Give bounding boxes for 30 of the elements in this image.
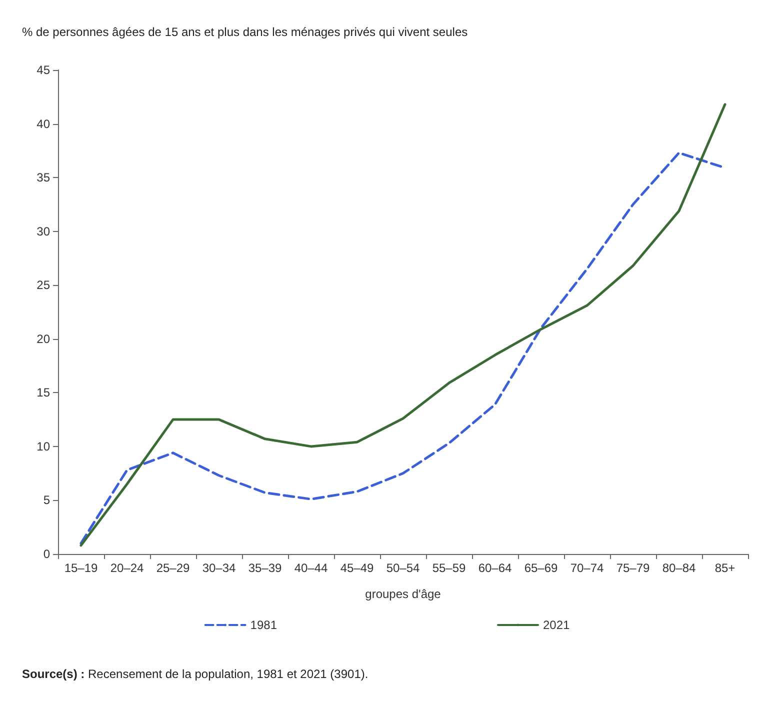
y-tick-label: 5 <box>43 493 50 508</box>
x-tick-label: 75–79 <box>616 561 650 575</box>
y-axis-title: % de personnes âgées de 15 ans et plus dans les ménages privés qui vivent seules <box>22 25 468 39</box>
x-tick-label: 30–34 <box>202 561 236 575</box>
x-tick-label: 60–64 <box>478 561 512 575</box>
x-tick-label: 20–24 <box>110 561 144 575</box>
y-tick-label: 45 <box>36 63 50 77</box>
x-tick-label: 25–29 <box>156 561 190 575</box>
legend-label: 1981 <box>250 618 278 632</box>
y-tick-label: 20 <box>36 332 50 346</box>
y-tick-label: 15 <box>36 386 50 400</box>
x-tick-label: 55–59 <box>432 561 466 575</box>
x-tick-label: 80–84 <box>662 561 696 575</box>
y-tick-label: 10 <box>36 439 50 454</box>
y-tick-label: 0 <box>43 547 50 561</box>
x-tick-label: 70–74 <box>570 561 604 575</box>
y-tick-label: 30 <box>36 224 50 238</box>
legend-label: 2021 <box>543 618 570 632</box>
x-axis-title: groupes d'âge <box>365 587 442 601</box>
y-tick-label: 25 <box>36 278 50 292</box>
x-tick-label: 50–54 <box>386 561 420 575</box>
x-tick-label: 85+ <box>714 561 736 575</box>
x-tick-label: 15–19 <box>64 561 98 575</box>
source-note: Source(s) : Recensement de la population, 1981 et 2021 (3901). <box>22 667 368 681</box>
x-tick-label: 45–49 <box>340 561 374 575</box>
x-tick-label: 40–44 <box>294 561 328 575</box>
y-tick-label: 35 <box>36 170 50 185</box>
x-tick-label: 35–39 <box>248 561 282 575</box>
y-tick-label: 40 <box>36 116 50 131</box>
x-tick-label: 65–69 <box>524 561 558 575</box>
